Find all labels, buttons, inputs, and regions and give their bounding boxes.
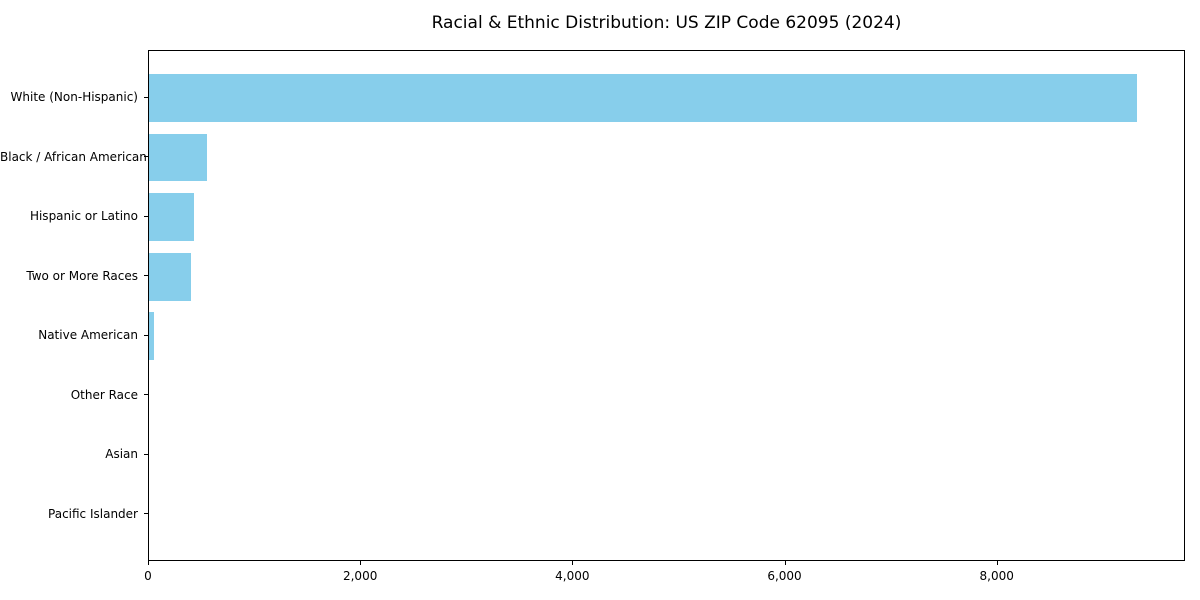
y-tick-mark <box>144 453 148 455</box>
y-tick-mark <box>144 334 148 336</box>
y-tick-mark <box>144 275 148 277</box>
plot-area <box>148 50 1185 561</box>
y-tick-label-native-american: Native American <box>38 328 138 343</box>
x-tick-label-2000: 2,000 <box>342 569 378 583</box>
y-tick-label-hispanic-or-latino: Hispanic or Latino <box>29 209 138 224</box>
x-tick-mark <box>148 561 149 565</box>
bar-native-american <box>149 312 155 361</box>
x-tick-label-4000: 4,000 <box>555 569 590 583</box>
y-tick-label-other-race: Other Race <box>70 387 138 402</box>
y-tick-mark <box>144 394 148 396</box>
x-tick-label-6000: 6,000 <box>767 569 802 583</box>
y-tick-mark <box>144 513 148 515</box>
y-tick-label-white-non-hispanic: White (Non-Hispanic) <box>10 90 138 105</box>
x-tick-mark <box>996 561 998 565</box>
bar-two-or-more-races <box>149 252 191 301</box>
y-tick-mark <box>144 156 148 158</box>
y-tick-label-black-african-american: Black / African American <box>0 149 147 164</box>
y-tick-label-asian: Asian <box>105 447 138 462</box>
x-tick-label-8000: 8,000 <box>979 569 1014 583</box>
x-tick-mark <box>784 561 786 565</box>
y-tick-label-two-or-more-races: Two or More Races <box>26 268 138 283</box>
bar-black-african-american <box>149 133 208 182</box>
y-tick-label-pacific-islander: Pacific Islander <box>48 506 138 521</box>
bar-hispanic-or-latino <box>149 193 194 241</box>
x-tick-label-0: 0 <box>144 569 152 583</box>
x-tick-mark <box>360 561 362 565</box>
y-tick-mark <box>144 215 148 217</box>
bar-white-non-hispanic <box>149 74 1137 122</box>
chart-title: Racial & Ethnic Distribution: US ZIP Cod… <box>431 13 902 33</box>
y-tick-mark <box>144 96 148 98</box>
x-tick-mark <box>572 561 574 565</box>
